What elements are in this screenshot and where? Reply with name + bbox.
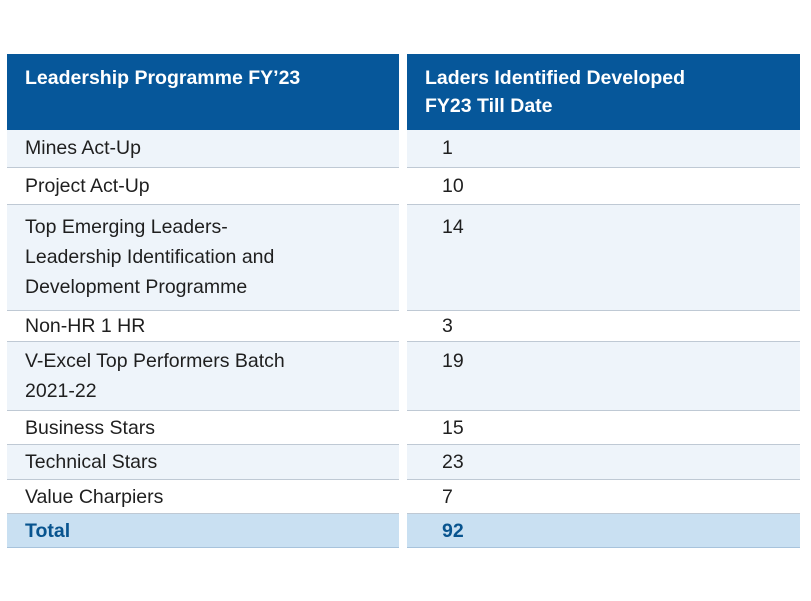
programme-cell: V-Excel Top Performers Batch 2021-22 [7,342,399,411]
programme-name-line: 2021-22 [25,380,97,402]
count-cell: 7 [407,480,800,514]
programme-name-line: Development Programme [25,276,248,298]
table-row: Technical Stars 23 [7,445,800,480]
programme-name: Non-HR 1 HR [25,315,146,337]
programme-name-line: Top Emerging Leaders- [25,216,228,238]
count-value: 1 [442,137,453,159]
programme-cell: Non-HR 1 HR [7,311,399,342]
header-leaders-line2: FY23 Till Date [425,95,553,117]
programme-name: Technical Stars [25,451,158,473]
programme-cell: Project Act-Up [7,168,399,205]
programme-cell: Top Emerging Leaders- Leadership Identif… [7,205,399,311]
programme-cell: Business Stars [7,411,399,445]
table-row: Mines Act-Up 1 [7,130,800,168]
programme-name: Project Act-Up [25,175,150,197]
count-value: 7 [442,486,453,508]
leadership-programme-table: Leadership Programme FY’23 Laders Identi… [7,54,800,548]
table-row: Value Charpiers 7 [7,480,800,514]
table-row: Project Act-Up 10 [7,168,800,205]
count-value: 23 [442,451,464,473]
header-leaders-line1: Laders Identified Developed [425,67,686,89]
programme-name-line: V-Excel Top Performers Batch [25,350,285,372]
total-value-cell: 92 [407,514,800,548]
programme-name: Value Charpiers [25,486,164,508]
table-row: V-Excel Top Performers Batch 2021-22 19 [7,342,800,411]
total-label: Total [25,520,71,542]
header-leaders-count: Laders Identified Developed FY23 Till Da… [407,54,800,130]
count-cell: 1 [407,130,800,168]
programme-name: Business Stars [25,417,156,439]
programme-name-line: Leadership Identification and [25,246,275,268]
count-value: 15 [442,417,464,439]
table-row: Business Stars 15 [7,411,800,445]
count-cell: 3 [407,311,800,342]
table-row: Non-HR 1 HR 3 [7,311,800,342]
table-row: Top Emerging Leaders- Leadership Identif… [7,205,800,311]
count-value: 14 [442,216,464,238]
count-cell: 10 [407,168,800,205]
header-programme-label: Leadership Programme FY’23 [25,67,301,89]
count-value: 10 [442,175,464,197]
programme-name: Mines Act-Up [25,137,141,159]
count-cell: 19 [407,342,800,411]
total-row: Total 92 [7,514,800,548]
total-label-cell: Total [7,514,399,548]
programme-cell: Value Charpiers [7,480,399,514]
table-header-row: Leadership Programme FY’23 Laders Identi… [7,54,800,130]
total-value: 92 [442,520,464,542]
count-cell: 15 [407,411,800,445]
programme-cell: Mines Act-Up [7,130,399,168]
count-cell: 14 [407,205,800,311]
programme-cell: Technical Stars [7,445,399,480]
header-programme: Leadership Programme FY’23 [7,54,399,130]
count-cell: 23 [407,445,800,480]
count-value: 19 [442,350,464,372]
count-value: 3 [442,315,453,337]
